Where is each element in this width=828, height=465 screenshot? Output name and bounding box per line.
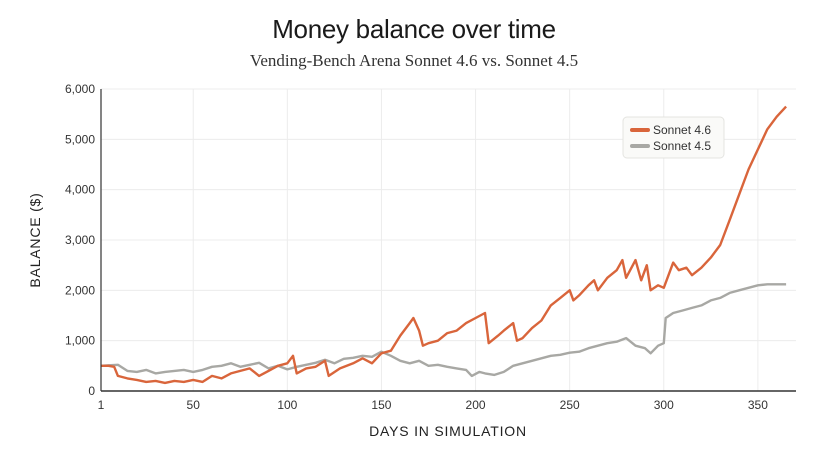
legend-label: Sonnet 4.5 (653, 139, 711, 153)
y-tick-label: 2,000 (65, 283, 95, 297)
legend-label: Sonnet 4.6 (653, 123, 711, 137)
x-axis-label: DAYS IN SIMULATION (369, 423, 527, 439)
x-tick-label: 50 (187, 398, 201, 412)
series-line-sonnet-4-6 (101, 105, 787, 385)
y-tick-label: 3,000 (65, 233, 95, 247)
series-line-sonnet-4-5 (100, 283, 787, 378)
grid (101, 88, 796, 391)
y-axis-label: BALANCE ($) (27, 192, 43, 287)
legend: Sonnet 4.6 Sonnet 4.5 (622, 116, 725, 159)
y-tick-label: 0 (88, 384, 95, 398)
chart-title: Money balance over time (272, 14, 556, 44)
y-tick-label: 6,000 (65, 82, 95, 96)
x-tick-label: 100 (277, 398, 297, 412)
x-tick-label: 200 (466, 398, 486, 412)
y-tick-label: 4,000 (65, 183, 95, 197)
x-tick-label: 250 (560, 398, 580, 412)
chart-subtitle: Vending-Bench Arena Sonnet 4.6 vs. Sonne… (249, 51, 579, 70)
y-tick-label: 1,000 (65, 334, 95, 348)
x-tick-label: 1 (98, 398, 105, 412)
x-tick-label: 350 (748, 398, 768, 412)
x-tick-label: 300 (654, 398, 674, 412)
x-tick-label: 150 (371, 398, 391, 412)
y-tick-label: 5,000 (65, 132, 95, 146)
series-lines (100, 105, 787, 385)
